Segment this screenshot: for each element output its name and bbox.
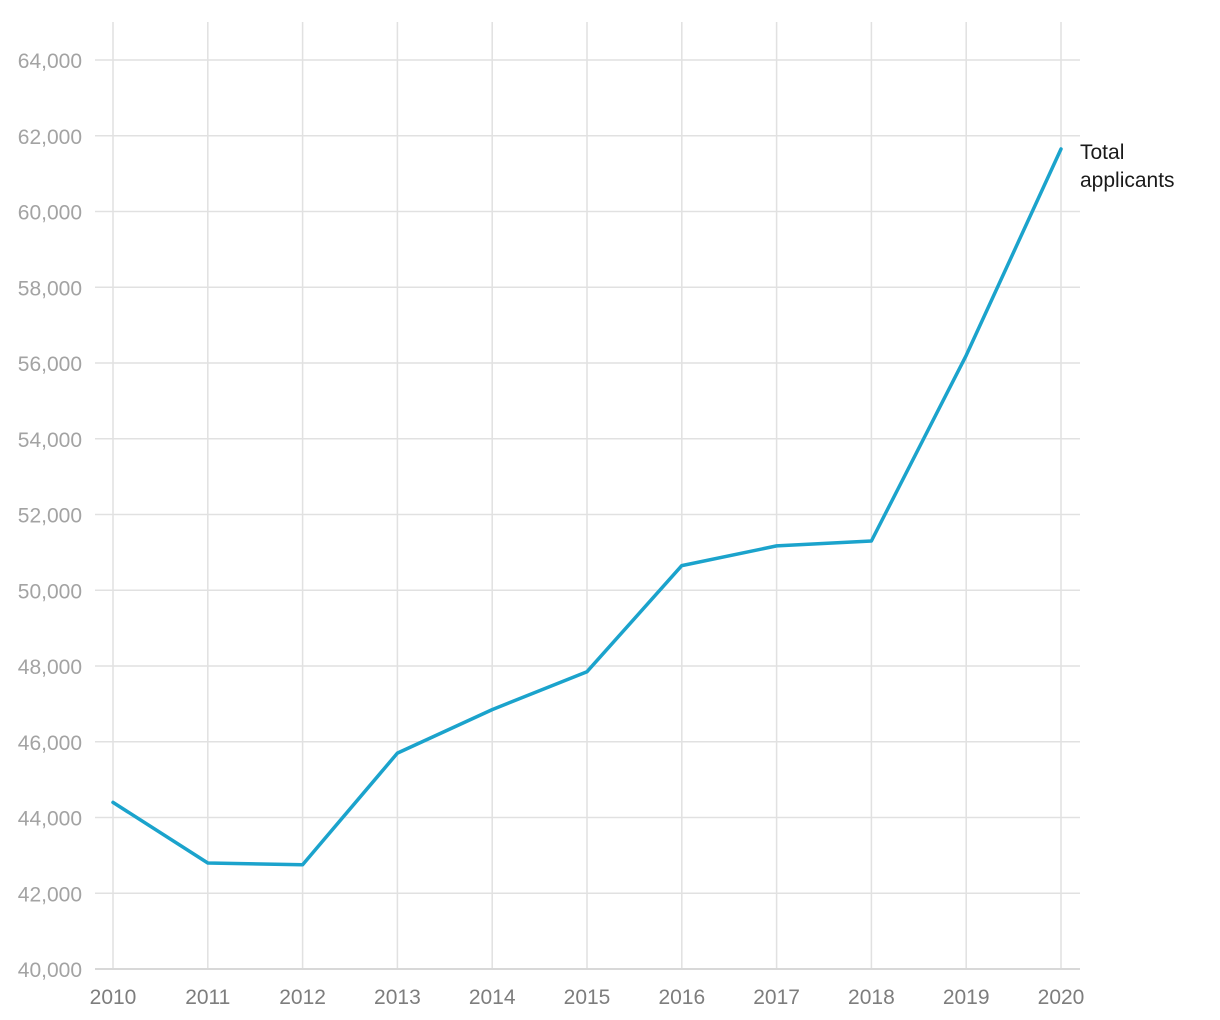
y-tick-label: 40,000 — [18, 959, 82, 982]
y-tick-label: 52,000 — [18, 505, 82, 528]
x-tick-label: 2012 — [279, 986, 326, 1009]
x-axis-tick-labels: 2010 2011 2012 2013 2014 2015 2016 2017 2018 2019… — [90, 986, 1085, 1009]
x-tick-label: 2013 — [374, 986, 421, 1009]
x-tick-label: 2018 — [848, 986, 895, 1009]
x-tick-label: 2020 — [1038, 986, 1085, 1009]
series-group — [111, 147, 1063, 867]
y-tick-label: 42,000 — [18, 883, 82, 906]
y-tick-label: 62,000 — [18, 126, 82, 149]
x-tick-label: 2016 — [658, 986, 705, 1009]
series-direct-labels: Total applicants — [1080, 141, 1175, 192]
x-tick-label: 2014 — [469, 986, 516, 1009]
y-tick-label: 48,000 — [18, 656, 82, 679]
y-tick-label: 44,000 — [18, 808, 82, 831]
y-tick-label: 56,000 — [18, 353, 82, 376]
x-tick-label: 2010 — [90, 986, 137, 1009]
y-tick-label: 60,000 — [18, 202, 82, 225]
series-line-total-applicants — [111, 147, 1063, 867]
y-axis-tick-labels: 40,000 42,000 44,000 46,000 48,000 50,000 52,0… — [18, 50, 82, 982]
x-tick-label: 2015 — [564, 986, 611, 1009]
y-tick-label: 64,000 — [18, 50, 82, 73]
series-label-line: applicants — [1080, 169, 1175, 192]
vertical-gridlines — [112, 22, 1062, 970]
y-tick-label: 54,000 — [18, 429, 82, 452]
y-tick-label: 50,000 — [18, 580, 82, 603]
series-label-line: Total — [1080, 141, 1124, 164]
x-tick-label: 2011 — [185, 986, 230, 1009]
y-tick-label: 46,000 — [18, 732, 82, 755]
y-tick-label: 58,000 — [18, 277, 82, 300]
x-tick-label: 2017 — [753, 986, 800, 1009]
series-label-total-applicants: Total applicants — [1080, 141, 1175, 192]
x-tick-label: 2019 — [943, 986, 990, 1009]
